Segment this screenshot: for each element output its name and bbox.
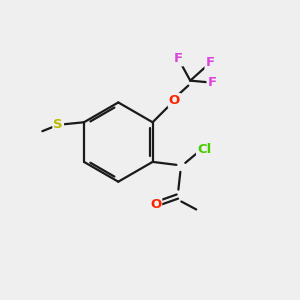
Text: O: O xyxy=(169,94,180,107)
Text: O: O xyxy=(150,198,161,211)
Text: F: F xyxy=(174,52,183,65)
Text: Cl: Cl xyxy=(197,142,211,155)
Text: F: F xyxy=(206,56,214,69)
Text: S: S xyxy=(53,118,63,131)
Text: F: F xyxy=(208,76,217,89)
